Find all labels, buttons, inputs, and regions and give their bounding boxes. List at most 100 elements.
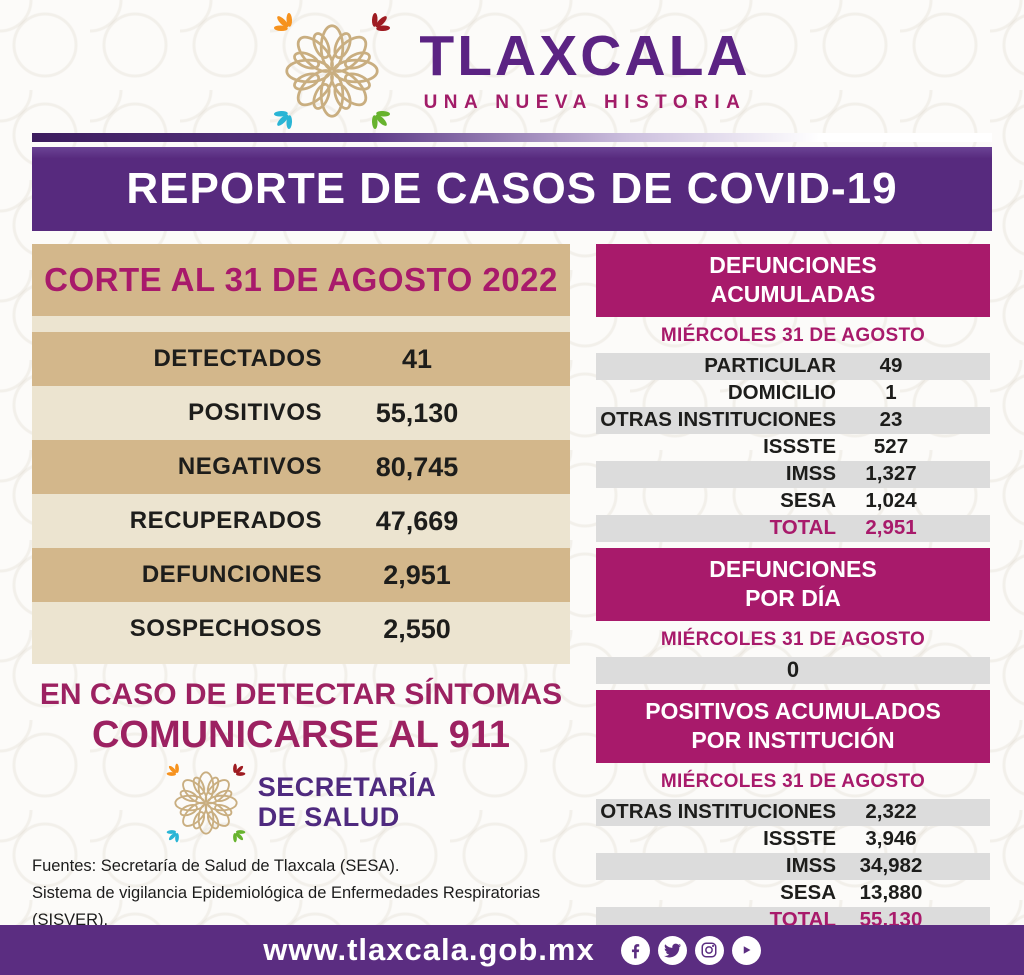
- section-header-line2: POR DÍA: [745, 585, 841, 612]
- table-row: OTRAS INSTITUCIONES 23: [596, 406, 990, 434]
- table-row: SOSPECHOSOS 2,550: [32, 602, 570, 656]
- health-secretariat-line2: DE SALUD: [257, 802, 400, 832]
- sources-note: Fuentes: Secretaría de Salud de Tlaxcala…: [32, 853, 570, 935]
- stats-row-label: SOSPECHOSOS: [129, 615, 322, 642]
- stats-rows: DETECTADOS 41 POSITIVOS 55,130 NEGATIVOS…: [32, 316, 570, 664]
- health-secretariat-line1: SECRETARÍA: [257, 772, 437, 803]
- row-value: 34,982: [859, 854, 923, 878]
- row-value: 1,327: [865, 462, 917, 486]
- stats-row-label: NEGATIVOS: [177, 453, 322, 480]
- stats-row-label: RECUPERADOS: [129, 507, 322, 534]
- row-label: OTRAS INSTITUCIONES: [600, 800, 836, 824]
- table-row: ISSSTE 3,946: [596, 826, 990, 853]
- stats-row-label: DETECTADOS: [153, 345, 322, 372]
- table-row: IMSS 1,327: [596, 460, 990, 488]
- row-value: 527: [873, 435, 909, 459]
- stats-row-value: 2,550: [383, 613, 451, 644]
- table-row: OTRAS INSTITUCIONES 2,322: [596, 798, 990, 826]
- section-date: MIÉRCOLES 31 DE AGOSTO: [660, 324, 926, 346]
- stats-row-label: POSITIVOS: [188, 399, 322, 426]
- divider-gradient-bar: [32, 133, 992, 142]
- sources-line2: Sistema de vigilancia Epidemiológica de …: [32, 884, 541, 930]
- section-header-line1: DEFUNCIONES: [709, 252, 877, 278]
- stats-row-value: 47,669: [375, 505, 459, 536]
- row-value: 2,951: [865, 516, 917, 540]
- stats-panel-header: CORTE AL 31 DE AGOSTO 2022: [32, 244, 570, 316]
- row-label: ISSSTE: [763, 435, 836, 459]
- footer-bar: www.tlaxcala.gob.mx: [0, 925, 1024, 975]
- brand-tagline: UNA NUEVA HISTORIA: [423, 92, 747, 113]
- website-link[interactable]: www.tlaxcala.gob.mx: [263, 932, 595, 967]
- row-label: IMSS: [785, 854, 836, 878]
- stats-row-value: 2,951: [383, 559, 451, 590]
- row-label: OTRAS INSTITUCIONES: [600, 408, 836, 432]
- deaths-per-day-section: DEFUNCIONES POR DÍA MIÉRCOLES 31 DE AGOS…: [596, 547, 990, 684]
- right-column: DEFUNCIONES ACUMULADAS MIÉRCOLES 31 DE A…: [596, 244, 990, 940]
- table-row: PARTICULAR 49: [596, 352, 990, 380]
- row-value: 49: [879, 354, 903, 378]
- deaths-per-day-value: 0: [786, 657, 800, 683]
- section-header: DEFUNCIONES POR DÍA: [596, 547, 990, 621]
- section-header-line2: ACUMULADAS: [710, 281, 876, 308]
- positives-by-institution-section: POSITIVOS ACUMULADOS POR INSTITUCIÓN MIÉ…: [596, 689, 990, 934]
- row-label: SESA: [780, 881, 836, 905]
- section-header: DEFUNCIONES ACUMULADAS: [596, 244, 990, 317]
- row-value: 13,880: [859, 881, 923, 905]
- row-label: SESA: [780, 489, 836, 513]
- section-header-line1: POSITIVOS ACUMULADOS: [645, 697, 941, 724]
- table-row: ISSSTE 527: [596, 434, 990, 461]
- section-header-line1: DEFUNCIONES: [709, 555, 877, 582]
- youtube-icon[interactable]: [731, 935, 761, 965]
- salud-logo-flower-icon: [166, 763, 246, 843]
- table-row: DOMICILIO 1: [596, 380, 990, 407]
- table-row: DETECTADOS 41: [32, 332, 570, 386]
- section-date: MIÉRCOLES 31 DE AGOSTO: [660, 628, 926, 650]
- row-value: 23: [879, 408, 903, 432]
- row-value: 1: [885, 381, 897, 405]
- twitter-icon[interactable]: [657, 935, 687, 965]
- health-secretariat-logo: SECRETARÍA DE SALUD: [32, 763, 570, 843]
- row-label: DOMICILIO: [727, 381, 836, 405]
- section-header-line2: POR INSTITUCIÓN: [691, 727, 895, 754]
- symptoms-notice: EN CASO DE DETECTAR SÍNTOMAS COMUNICARSE…: [32, 678, 570, 757]
- section-header: POSITIVOS ACUMULADOS POR INSTITUCIÓN: [596, 689, 990, 763]
- row-label: PARTICULAR: [704, 354, 836, 378]
- brand-name: TLAXCALA: [419, 24, 751, 88]
- row-label: ISSSTE: [763, 827, 836, 851]
- row-value: 2,322: [865, 800, 917, 824]
- stats-row-value: 41: [401, 343, 433, 374]
- table-row: 0: [596, 656, 990, 684]
- row-label: TOTAL: [769, 516, 836, 540]
- row-label: IMSS: [785, 462, 836, 486]
- table-row: DEFUNCIONES 2,951: [32, 548, 570, 602]
- tlaxcala-logo-flower-icon: [273, 12, 391, 130]
- health-secretariat-name: SECRETARÍA DE SALUD: [258, 773, 437, 832]
- cumulative-stats-panel: CORTE AL 31 DE AGOSTO 2022 DETECTADOS 41…: [32, 244, 570, 664]
- table-row: SESA 13,880: [596, 880, 990, 907]
- report-title: REPORTE DE CASOS DE COVID-19: [126, 164, 898, 213]
- stats-row-value: 55,130: [375, 397, 459, 428]
- table-row: RECUPERADOS 47,669: [32, 494, 570, 548]
- table-row: POSITIVOS 55,130: [32, 386, 570, 440]
- symptoms-notice-line1: EN CASO DE DETECTAR SÍNTOMAS: [39, 678, 563, 711]
- row-value: 3,946: [865, 827, 917, 851]
- left-column: CORTE AL 31 DE AGOSTO 2022 DETECTADOS 41…: [32, 244, 570, 940]
- stats-row-label: DEFUNCIONES: [141, 561, 322, 588]
- brand-text: TLAXCALA UNA NUEVA HISTORIA: [419, 28, 750, 114]
- report-title-banner: REPORTE DE CASOS DE COVID-19: [32, 147, 992, 231]
- table-row: IMSS 34,982: [596, 852, 990, 880]
- sources-line1: Fuentes: Secretaría de Salud de Tlaxcala…: [32, 857, 400, 875]
- facebook-icon[interactable]: [620, 935, 650, 965]
- table-row-total: TOTAL 2,951: [596, 514, 990, 542]
- table-row: SESA 1,024: [596, 488, 990, 515]
- instagram-icon[interactable]: [694, 935, 724, 965]
- table-row: NEGATIVOS 80,745: [32, 440, 570, 494]
- row-value: 1,024: [865, 489, 917, 513]
- content-area: CORTE AL 31 DE AGOSTO 2022 DETECTADOS 41…: [32, 244, 992, 940]
- social-icons: [620, 935, 761, 965]
- brand-header: TLAXCALA UNA NUEVA HISTORIA: [0, 0, 1024, 130]
- deaths-accumulated-section: DEFUNCIONES ACUMULADAS MIÉRCOLES 31 DE A…: [596, 244, 990, 542]
- symptoms-notice-line2: COMUNICARSE AL 911: [91, 714, 511, 756]
- section-date: MIÉRCOLES 31 DE AGOSTO: [660, 770, 926, 792]
